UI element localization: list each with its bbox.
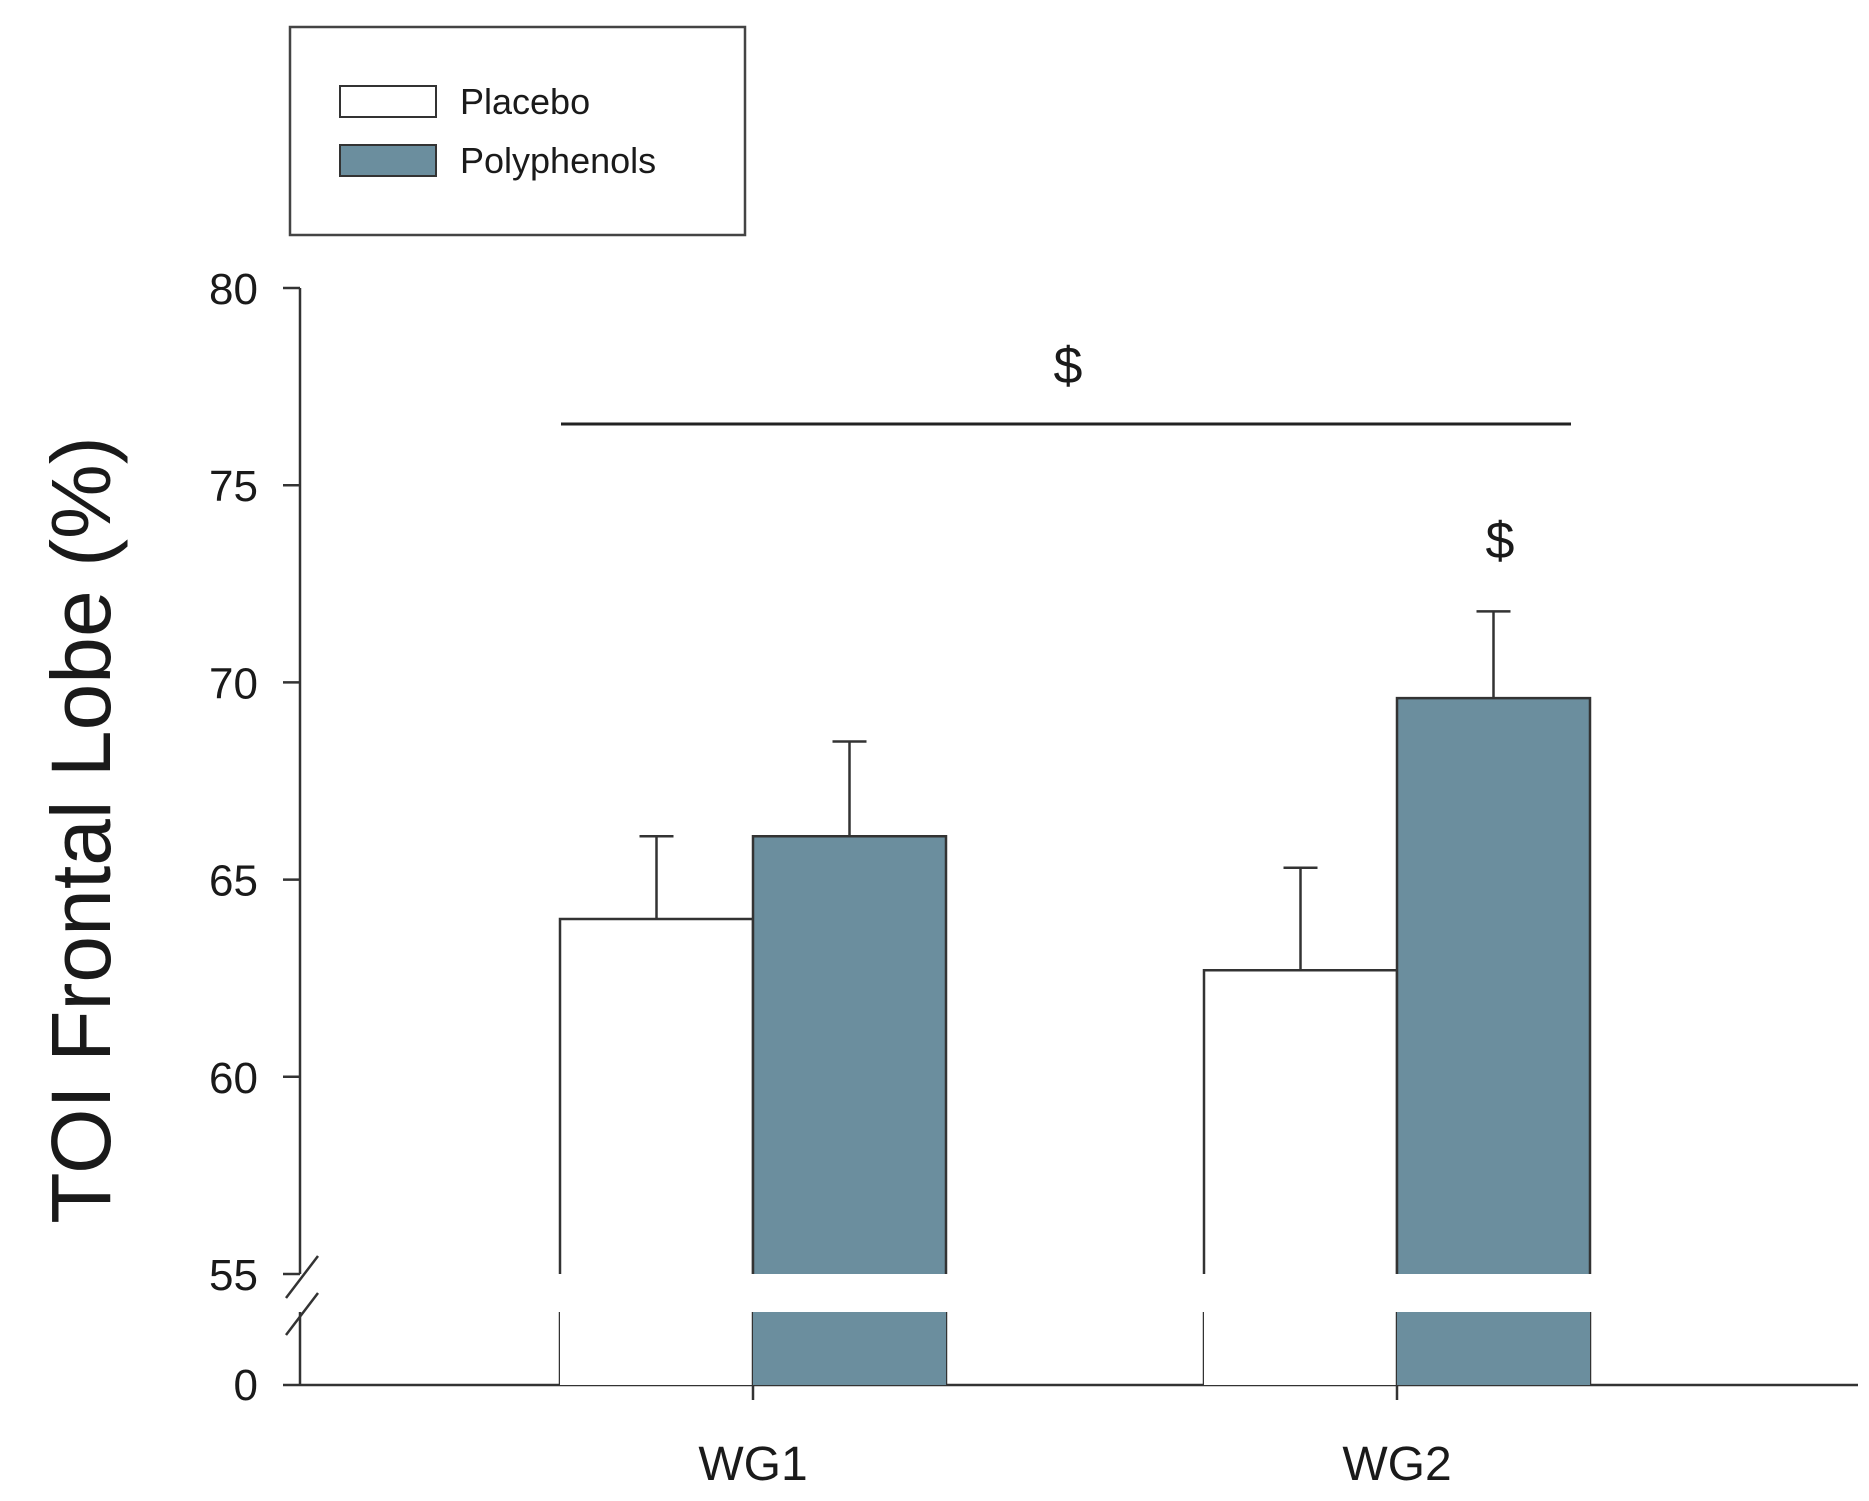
x-tick-label-wg2: WG2 — [1342, 1438, 1451, 1491]
x-tick-label-wg1: WG1 — [698, 1438, 807, 1491]
bar-wg1-polyphenols — [751, 834, 948, 1274]
y-ticks: 55 60 65 70 75 80 — [209, 265, 300, 1300]
legend-label-polyphenols: Polyphenols — [460, 140, 656, 181]
y-axis-break-mark-upper — [285, 1255, 319, 1299]
bars — [558, 610, 1592, 1385]
legend-box — [288, 25, 747, 237]
x-axis: WG1 WG2 — [300, 1383, 1858, 1491]
y-tick-label: 60 — [209, 1054, 258, 1103]
bar-wg2-placebo — [1202, 969, 1399, 1274]
bar-wg1-placebo — [558, 917, 755, 1274]
bar-lower-wg1-polyphenols — [753, 1312, 946, 1385]
y-tick-label: 65 — [209, 857, 258, 906]
legend-label-placebo: Placebo — [460, 81, 590, 122]
significance-marker-wg2-polyphenols: $ — [1486, 512, 1515, 570]
legend: Placebo Polyphenols — [288, 25, 747, 237]
bar-lower-wg1-placebo — [560, 1312, 753, 1385]
y-tick-label: 75 — [209, 462, 258, 511]
y-axis: 55 60 65 70 75 80 0 — [209, 265, 319, 1410]
y-tick-label: 55 — [209, 1251, 258, 1300]
bar-wg2-polyphenols — [1395, 696, 1592, 1274]
legend-swatch-placebo — [339, 85, 437, 118]
bar-lower-wg2-placebo — [1204, 1312, 1397, 1385]
y-axis-break-mark-lower — [285, 1292, 319, 1336]
bar-lower-wg2-polyphenols — [1397, 1312, 1590, 1385]
legend-swatch-polyphenols — [339, 144, 437, 177]
y-axis-label: TOI Frontal Lobe (%) — [34, 436, 128, 1223]
y-tick-label: 80 — [209, 265, 258, 314]
significance-annotations: $ $ — [561, 337, 1571, 570]
significance-marker-bracket: $ — [1054, 337, 1083, 395]
y-tick-label: 70 — [209, 659, 258, 708]
y-tick-label-zero: 0 — [234, 1361, 258, 1410]
